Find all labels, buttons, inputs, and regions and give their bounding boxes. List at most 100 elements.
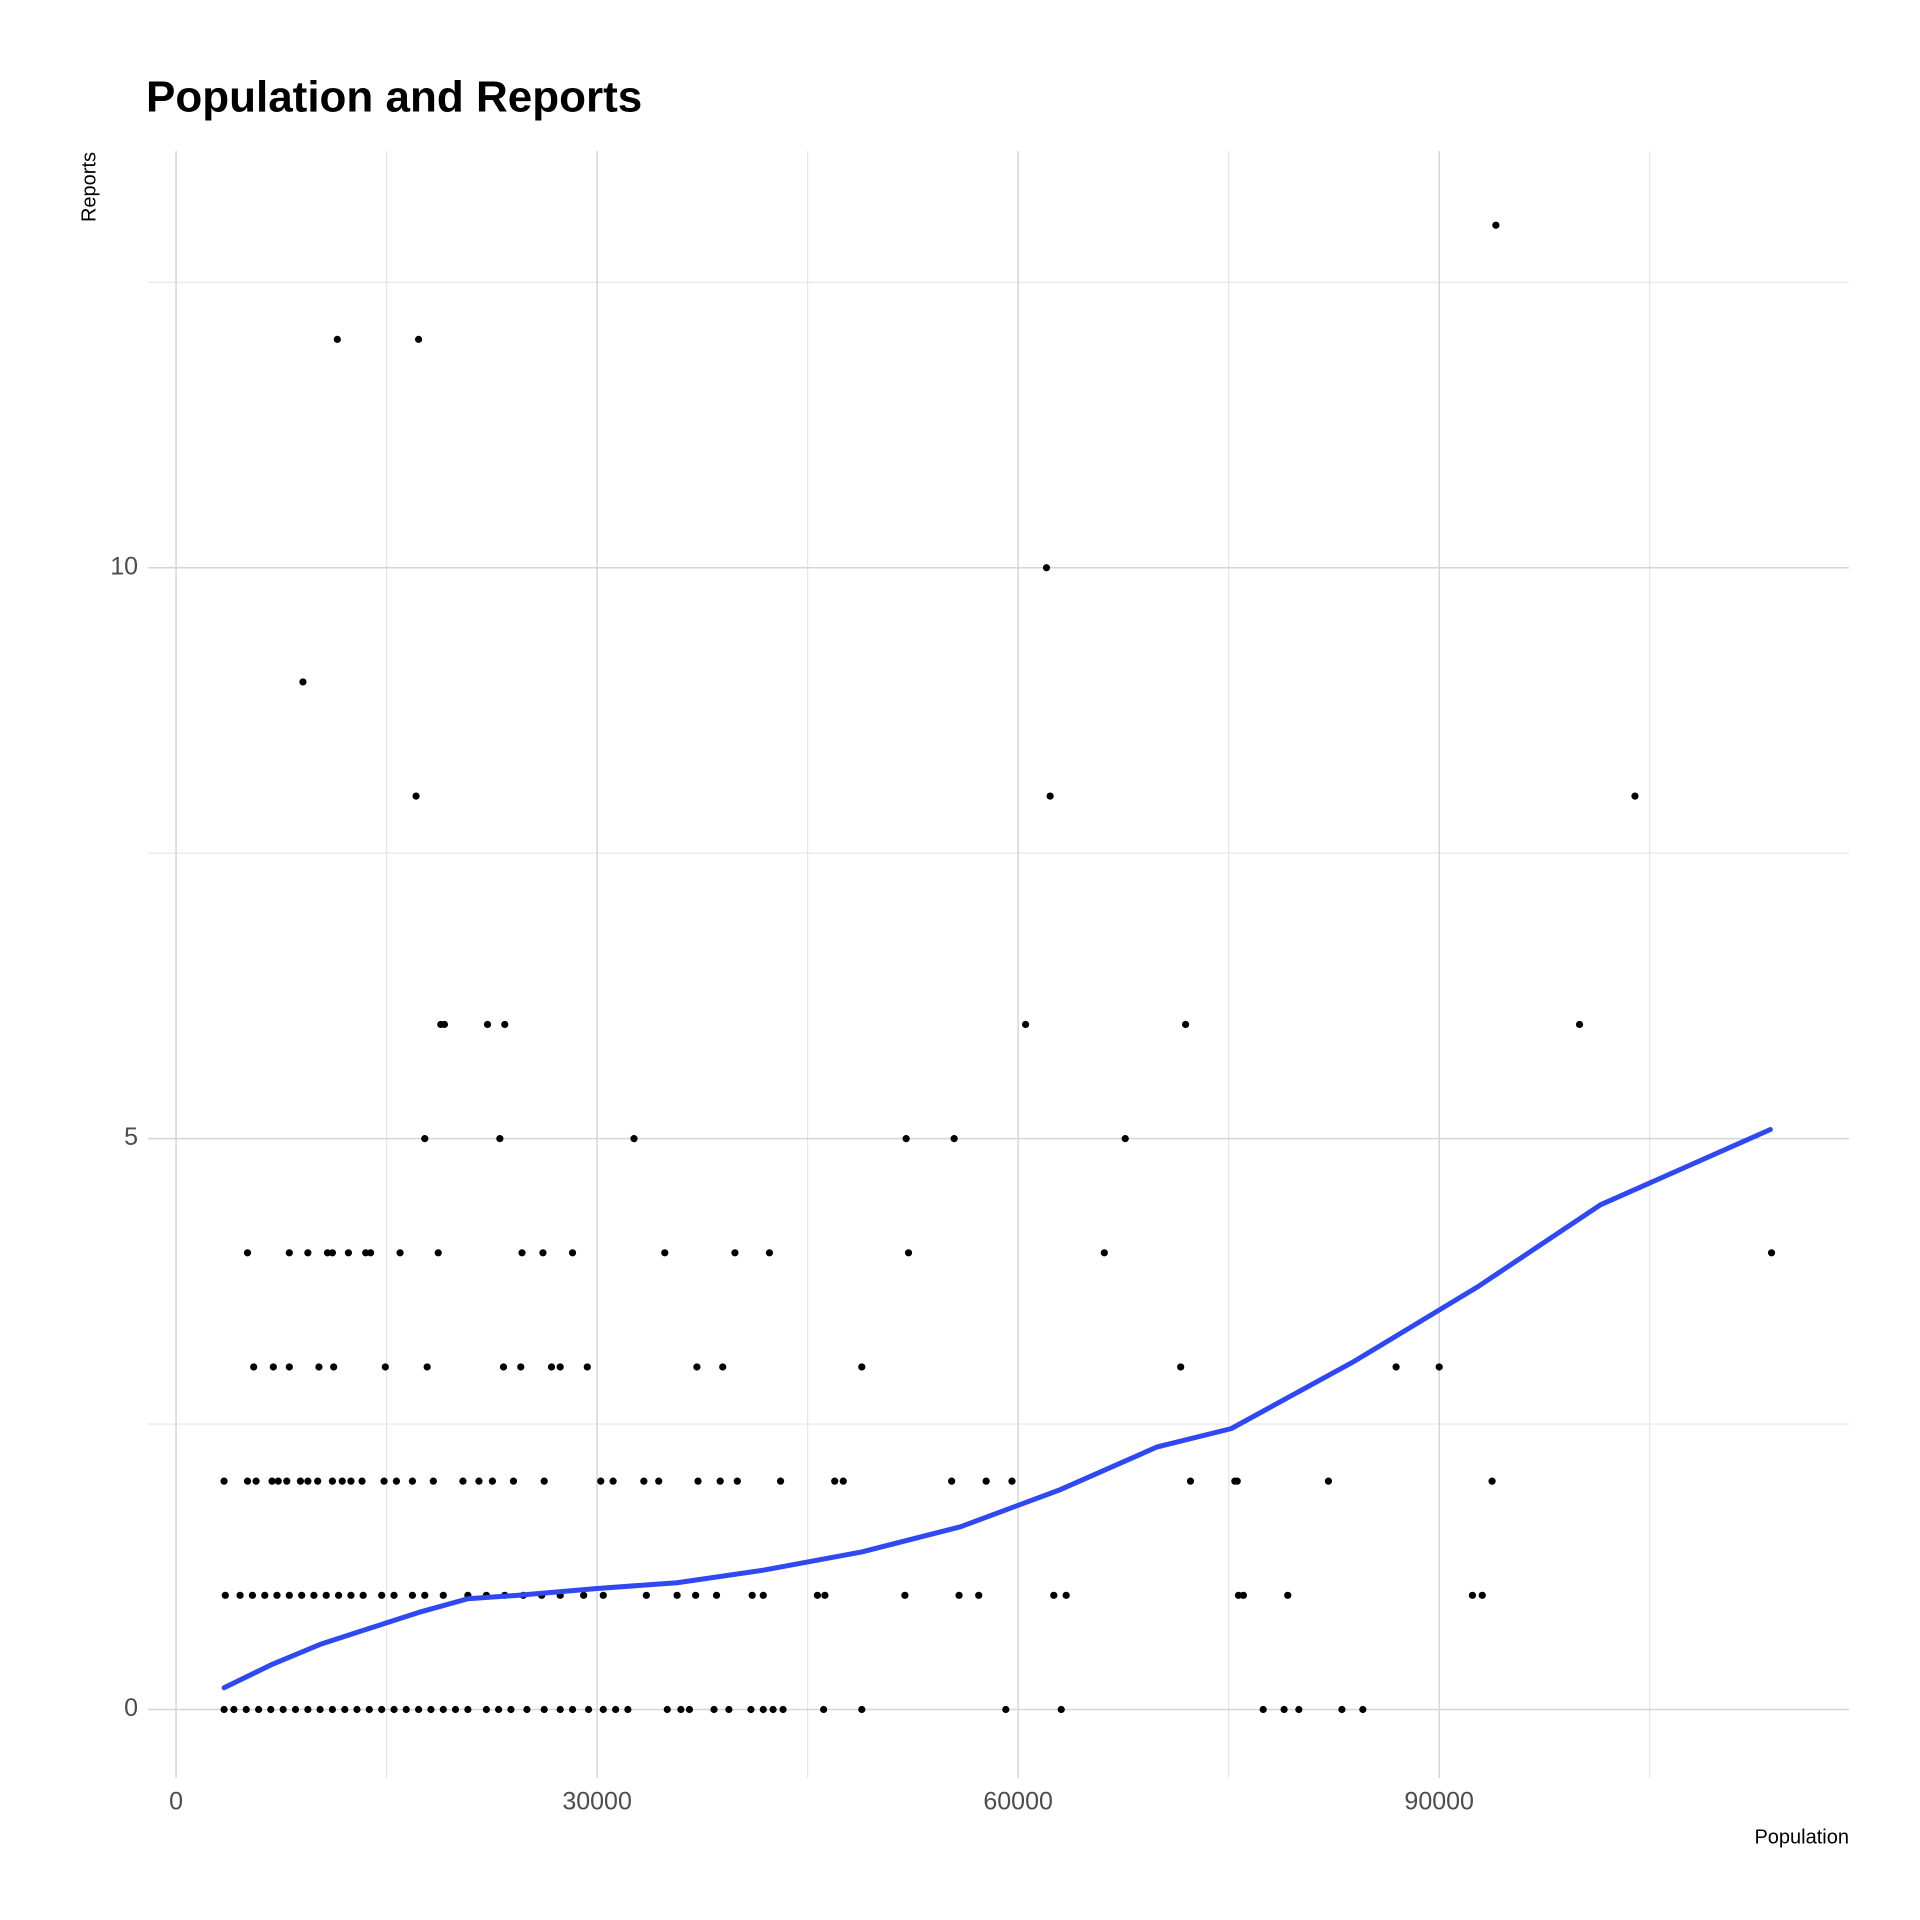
point [279,1705,287,1714]
point [1177,1363,1185,1371]
point [421,1591,429,1599]
point [955,1591,963,1599]
y-tick-label: 5 [124,1123,138,1151]
point [298,1591,306,1599]
point [1008,1477,1016,1485]
point [507,1705,515,1714]
point [380,1477,388,1485]
point [322,1591,330,1599]
point [269,1363,277,1371]
point [759,1705,767,1714]
point [347,1591,355,1599]
point [624,1705,632,1714]
point [902,1135,910,1143]
x-tick-label: 30000 [562,1788,632,1816]
point [640,1477,648,1485]
point [1057,1705,1065,1714]
point [1050,1591,1058,1599]
point [719,1363,727,1371]
point [1295,1705,1303,1714]
point [414,335,423,343]
point [950,1135,958,1143]
point [494,1705,503,1714]
point [1435,1363,1443,1371]
point [390,1591,398,1599]
point [378,1591,386,1599]
point [1259,1705,1267,1714]
point [378,1705,386,1714]
point [540,1477,548,1485]
point [685,1705,694,1714]
point [402,1705,410,1714]
point [285,1363,293,1371]
point [839,1477,847,1485]
point [248,1591,257,1599]
point [333,335,341,343]
point [220,1705,228,1714]
point [716,1477,724,1485]
point [440,1020,449,1029]
point [1284,1591,1292,1599]
point [296,1477,305,1485]
point [254,1705,263,1714]
chart-title: Population and Reports [146,73,642,122]
x-axis-label: Population [1754,1826,1849,1848]
point [820,1705,828,1714]
point [748,1591,756,1599]
point [267,1705,275,1714]
point [396,1249,404,1257]
point [429,1477,437,1485]
point [334,1591,343,1599]
point [661,1249,669,1257]
point [381,1363,389,1371]
point [597,1477,605,1485]
point [483,1020,492,1029]
point [328,1705,337,1714]
point [858,1363,866,1371]
point [359,1591,367,1599]
point [1121,1135,1129,1143]
point [813,1591,822,1599]
point [1767,1249,1776,1257]
point [1324,1477,1333,1485]
point [1186,1477,1195,1485]
point [390,1705,398,1714]
point [1478,1591,1486,1599]
point [316,1705,324,1714]
point [412,792,420,800]
point [982,1477,990,1485]
point [556,1705,564,1714]
point [243,1477,252,1485]
point [733,1477,741,1485]
point [408,1477,417,1485]
point [677,1705,685,1714]
point [250,1363,258,1371]
point [725,1705,733,1714]
point [1002,1705,1010,1714]
point [1575,1020,1584,1029]
point [353,1705,361,1714]
point [769,1705,777,1714]
point [948,1477,956,1485]
point [328,1249,337,1257]
point [273,1591,281,1599]
point [499,1363,508,1371]
point [439,1705,447,1714]
point [421,1135,429,1143]
point [268,1477,276,1485]
point [243,1249,252,1257]
point [274,1477,282,1485]
point [482,1705,490,1714]
point [1492,221,1500,229]
point [221,1591,229,1599]
point [341,1705,349,1714]
point [314,1477,322,1485]
point [1392,1363,1400,1371]
point [975,1591,983,1599]
point [547,1363,556,1371]
point [1021,1020,1030,1029]
point [568,1249,577,1257]
point [283,1477,291,1485]
point [299,678,307,686]
point [464,1705,472,1714]
